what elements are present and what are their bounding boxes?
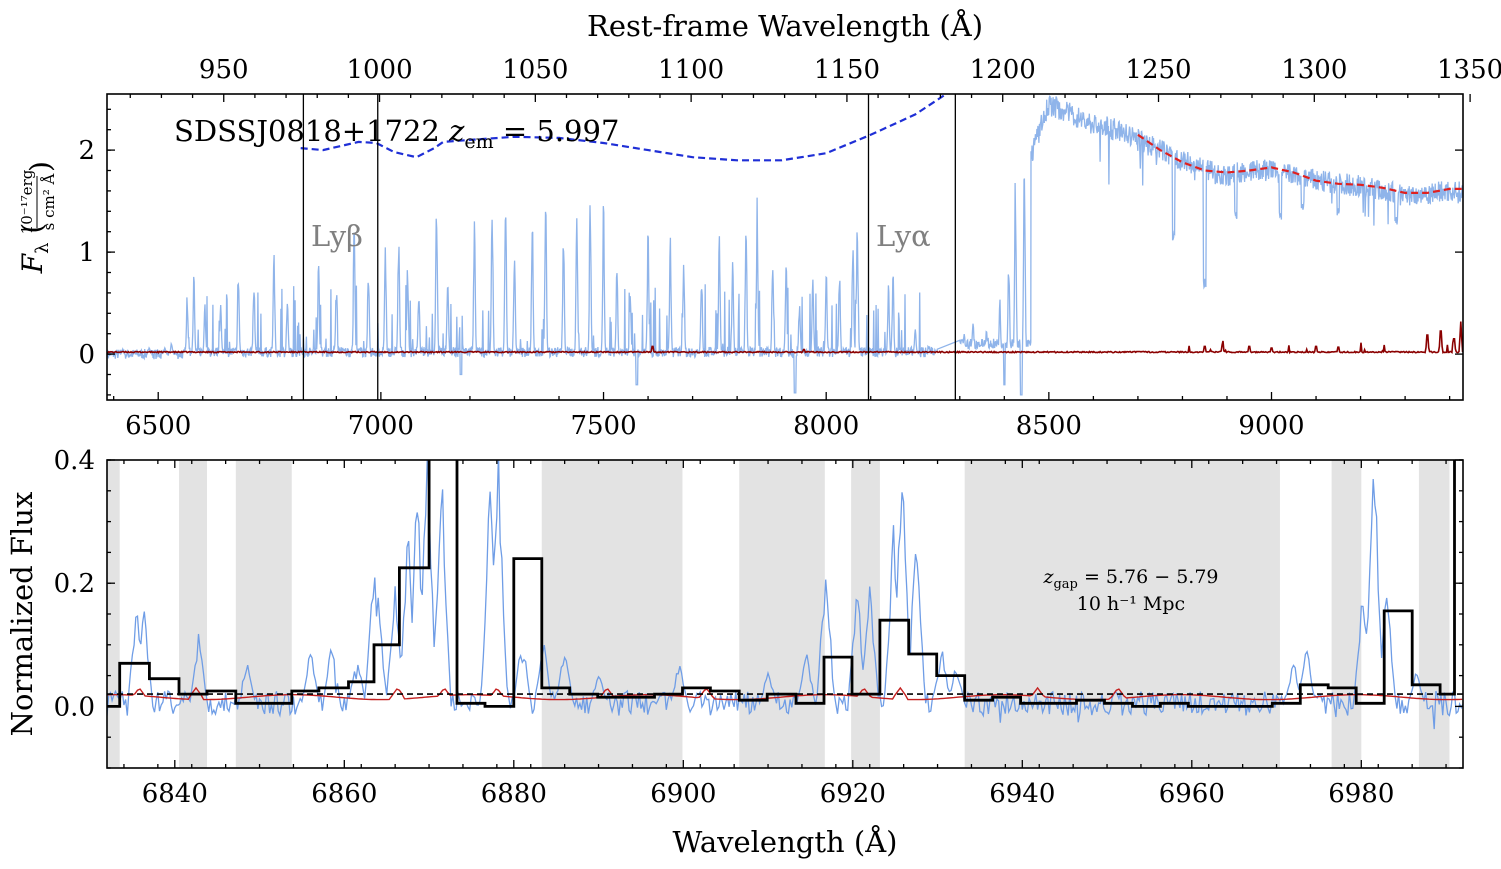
- normalized-flux-axis-label: Normalized Flux: [5, 492, 39, 737]
- gap-shaded-region: [739, 460, 825, 768]
- top-panel: 6500 7000 7500 8000 8500 9000 0 1 2 950 1000 1050 11…: [16, 8, 1501, 441]
- y-tick-label: 2: [78, 136, 95, 166]
- svg-text:s cm² Å: s cm² Å: [40, 173, 58, 230]
- top-x-tick-label: 1150: [814, 55, 880, 85]
- svg-text:10⁻¹⁷erg: 10⁻¹⁷erg: [18, 169, 36, 234]
- y-tick-label: 0: [78, 340, 95, 370]
- top-plot-area: [107, 94, 1463, 400]
- x-tick-label: 6840: [142, 779, 208, 809]
- continuum-blue-line: [300, 94, 949, 162]
- top-x-tick-label: 1000: [346, 55, 412, 85]
- wavelength-axis-label: Wavelength (Å): [673, 824, 898, 859]
- gap-shaded-region: [541, 460, 683, 768]
- lyman-beta-label: Lyβ: [311, 219, 363, 253]
- top-x-tick-label: 1250: [1125, 55, 1191, 85]
- y-tick-label: 0.4: [54, 446, 95, 476]
- x-tick-label: 8000: [793, 411, 859, 441]
- binned-flux-step-line: [107, 460, 1456, 708]
- continuum-red-line: [1137, 133, 1463, 194]
- x-tick-label: 8500: [1016, 411, 1082, 441]
- lyman-alpha-label: Lyα: [876, 219, 931, 253]
- top-x-tick-label: 950: [199, 55, 249, 85]
- x-tick-label: 6940: [989, 779, 1055, 809]
- gap-redshift-label: zgap = 5.76 − 5.79: [1042, 566, 1218, 592]
- gap-shaded-region: [179, 460, 208, 768]
- gap-size-label: 10 h⁻¹ Mpc: [1077, 593, 1185, 615]
- normalized-error-line: [107, 686, 1463, 701]
- y-tick-label: 1: [78, 238, 95, 268]
- x-tick-label: 6980: [1328, 779, 1394, 809]
- rest-frame-axis-label: Rest-frame Wavelength (Å): [587, 8, 983, 43]
- x-tick-label: 6860: [311, 779, 377, 809]
- x-tick-label: 9000: [1238, 411, 1304, 441]
- normalized-flux-line: [107, 460, 1463, 730]
- x-tick-label: 6880: [481, 779, 547, 809]
- bottom-panel: 6840 6860 6880 6900 6920 6940 6960 6980 0.0 0.2 0.…: [5, 446, 1464, 859]
- svg-text:Fλ (: Fλ (: [16, 223, 53, 275]
- x-tick-label: 6960: [1159, 779, 1225, 809]
- top-panel-ticks: 6500 7000 7500 8000 8500 9000 0 1 2 950 1000 1050 11…: [78, 55, 1501, 441]
- svg-text:): ): [24, 161, 57, 172]
- x-tick-label: 7500: [570, 411, 636, 441]
- bottom-panel-ticks: 6840 6860 6880 6900 6920 6940 6960 6980 0.0 0.2 0.…: [54, 446, 1463, 809]
- y-tick-label: 0.0: [54, 692, 95, 722]
- quasar-label: SDSSJ0818+1722 zem = 5.997: [174, 114, 619, 153]
- top-ylabel: Fλ ( 10⁻¹⁷erg s cm² Å ): [16, 161, 58, 274]
- top-x-tick-label: 1200: [970, 55, 1036, 85]
- gap-shaded-region: [235, 460, 292, 768]
- top-x-tick-label: 1350: [1437, 55, 1501, 85]
- gap-shaded-region: [1331, 460, 1362, 768]
- top-x-tick-label: 1100: [658, 55, 724, 85]
- gap-shaded-region: [964, 460, 1280, 768]
- gap-shaded-region: [107, 460, 120, 768]
- top-x-tick-label: 1050: [502, 55, 568, 85]
- top-x-tick-label: 1300: [1281, 55, 1347, 85]
- x-tick-label: 6500: [125, 411, 191, 441]
- bottom-plot-area: [107, 460, 1463, 768]
- error-spectrum-line: [107, 321, 1463, 355]
- x-tick-label: 7000: [348, 411, 414, 441]
- x-tick-label: 6900: [650, 779, 716, 809]
- y-tick-label: 0.2: [54, 569, 95, 599]
- x-tick-label: 6920: [820, 779, 886, 809]
